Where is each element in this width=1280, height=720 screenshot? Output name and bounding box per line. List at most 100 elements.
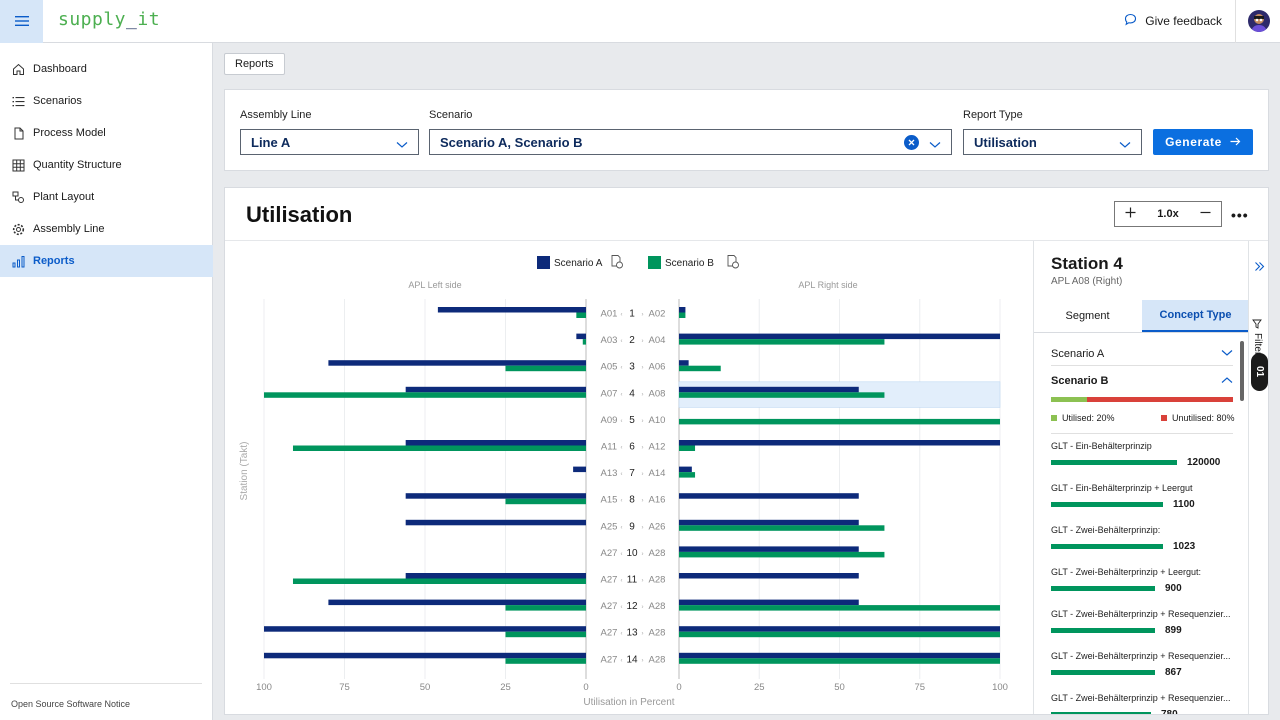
sidebar-item-label: Assembly Line [33, 223, 105, 235]
station-right-label: A10 [649, 415, 666, 426]
bar-right-scenario-b [679, 605, 1000, 611]
chevron-left-icon: ‹ [621, 312, 623, 318]
menu-button[interactable] [0, 0, 43, 43]
concept-type-bar [1051, 544, 1163, 549]
x-tick-label: 75 [339, 682, 350, 693]
bar-left-scenario-b [505, 605, 586, 611]
station-right-label: A08 [649, 388, 666, 399]
legend-swatch [648, 256, 661, 269]
station-right-label: A28 [649, 575, 666, 586]
concept-type-bar [1051, 502, 1163, 507]
sidebar-item-label: Quantity Structure [33, 159, 122, 171]
bar-left-scenario-b [582, 339, 586, 345]
gear-icon [12, 223, 25, 236]
sidebar-item-quantity-structure[interactable]: Quantity Structure [0, 149, 213, 181]
sidebar-divider [10, 683, 202, 684]
concept-type-bar [1051, 628, 1155, 633]
sidebar-item-plant-layout[interactable]: Plant Layout [0, 181, 213, 213]
legend-divider [1051, 433, 1233, 434]
sidebar-item-dashboard[interactable]: Dashboard [0, 53, 213, 85]
filter-toggle[interactable]: Filter [1252, 319, 1263, 355]
zoom-out-icon[interactable] [1200, 207, 1211, 221]
station-left-label: A05 [601, 362, 618, 373]
sidebar-item-label: Dashboard [33, 63, 87, 75]
oss-notice-link[interactable]: Open Source Software Notice [11, 699, 131, 709]
bar-left-scenario-a [328, 599, 586, 606]
chevron-left-icon: ‹ [621, 631, 623, 637]
document-clock-icon [611, 255, 623, 269]
sidebar-item-label: Plant Layout [33, 191, 95, 203]
chevron-right-icon: › [642, 605, 644, 611]
home-icon [12, 63, 25, 76]
sidebar-item-assembly-line[interactable]: Assembly Line [0, 213, 213, 245]
utilised-swatch [1051, 415, 1057, 421]
station-left-label: A11 [601, 442, 617, 453]
station-left-label: A27 [601, 575, 618, 586]
bar-left-scenario-a [405, 519, 586, 526]
sidebar-item-process-model[interactable]: Process Model [0, 117, 213, 149]
double-chevron-right-icon[interactable] [1254, 261, 1265, 275]
station-left-label: A13 [601, 468, 618, 479]
concept-type-item: GLT - Zwei-Behälterprinzip + Resequenzie… [1051, 693, 1233, 714]
sidebar-item-label: Scenarios [33, 95, 82, 107]
panel-scrollbar[interactable] [1240, 341, 1244, 401]
bar-left-scenario-b [505, 631, 586, 638]
station-subtitle: APL A08 (Right) [1051, 276, 1123, 287]
assembly-line-value: Line A [251, 134, 291, 150]
give-feedback-button[interactable]: Give feedback [1124, 13, 1222, 29]
chevron-left-icon: ‹ [621, 658, 623, 664]
concept-type-value-row: 780 [1051, 709, 1233, 714]
avatar[interactable] [1248, 10, 1270, 32]
concept-type-bar [1051, 460, 1177, 465]
station-left-label: A27 [601, 601, 618, 612]
chevron-left-icon: ‹ [621, 392, 623, 398]
bar-right-scenario-a [679, 493, 859, 499]
accordion-scenario-a[interactable]: Scenario A [1051, 343, 1233, 365]
concept-type-item: GLT - Zwei-Behälterprinzip + Leergut: 900 [1051, 567, 1233, 594]
concept-type-value: 867 [1165, 667, 1182, 678]
station-left-label: A27 [601, 548, 618, 559]
station-detail-panel: Station 4 APL A08 (Right) Segment Concep… [1033, 241, 1248, 714]
bar-right-scenario-b [679, 312, 686, 318]
generate-button[interactable]: Generate [1153, 129, 1253, 155]
breadcrumb[interactable]: Reports [224, 53, 285, 75]
report-type-select[interactable]: Utilisation [963, 129, 1142, 155]
list-icon [12, 95, 25, 108]
app-logo[interactable]: supply_it [58, 9, 161, 30]
clear-icon[interactable] [904, 135, 919, 150]
sidebar-item-reports[interactable]: Reports [0, 245, 213, 277]
x-tick-label: 0 [676, 682, 681, 693]
tab-segment[interactable]: Segment [1065, 310, 1110, 322]
chevron-right-icon: › [642, 498, 644, 504]
assembly-line-select[interactable]: Line A [240, 129, 419, 155]
unutilised-swatch [1161, 415, 1167, 421]
accordion-label: Scenario A [1051, 348, 1105, 360]
bar-right-scenario-a [679, 360, 689, 366]
accordion-scenario-b[interactable]: Scenario B [1051, 370, 1233, 392]
hamburger-icon [14, 15, 29, 29]
station-left-label: A27 [601, 628, 618, 639]
station-right-label: A02 [649, 309, 666, 320]
report-title: Utilisation [246, 202, 353, 227]
station-number: 9 [629, 521, 635, 532]
report-type-label: Report Type [963, 109, 1023, 121]
concept-type-name: GLT - Ein-Behälterprinzip + Leergut [1051, 483, 1193, 493]
scenario-select[interactable]: Scenario A, Scenario B [429, 129, 952, 155]
unutilised-segment [1087, 397, 1233, 402]
station-right-label: A28 [649, 601, 666, 612]
more-options-button[interactable]: ••• [1231, 207, 1249, 223]
station-title: Station 4 [1051, 254, 1123, 273]
zoom-in-icon[interactable] [1125, 207, 1136, 221]
generate-label: Generate [1165, 135, 1222, 149]
station-number: 14 [626, 654, 638, 665]
station-number: 5 [629, 415, 635, 426]
bar-left-scenario-a [405, 493, 586, 499]
tab-concept-type[interactable]: Concept Type [1142, 300, 1248, 332]
station-number: 4 [629, 388, 635, 399]
bar-right-scenario-a [679, 307, 686, 313]
report-type-value: Utilisation [974, 134, 1037, 150]
sidebar-item-scenarios[interactable]: Scenarios [0, 85, 213, 117]
concept-type-name: GLT - Zwei-Behälterprinzip + Resequenzie… [1051, 651, 1231, 661]
concept-type-value: 900 [1165, 583, 1182, 594]
utilisation-chart: Scenario A Scenario B APL Left side APL Rig… [239, 255, 1008, 708]
